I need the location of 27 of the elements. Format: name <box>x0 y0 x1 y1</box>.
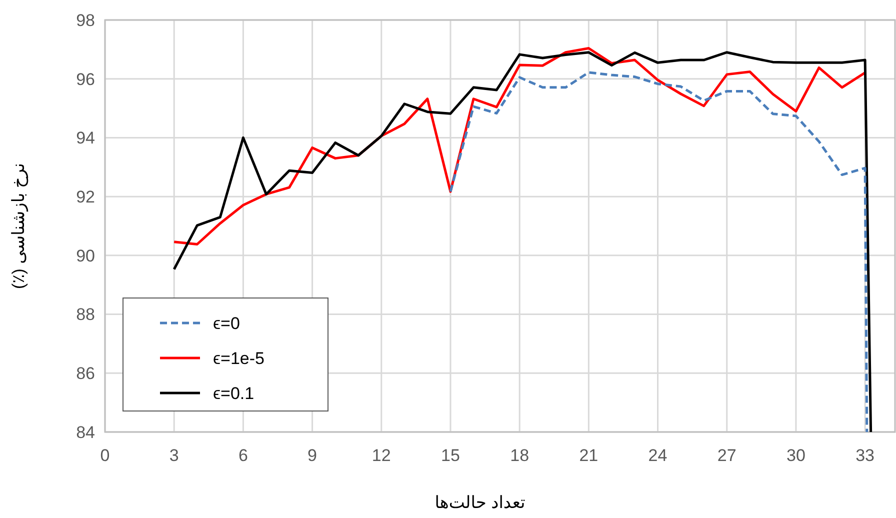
x-tick-label: 3 <box>169 446 179 465</box>
x-tick-label: 18 <box>510 446 530 465</box>
x-tick-label: 12 <box>372 446 391 465</box>
y-tick-label: 96 <box>76 70 95 89</box>
x-tick-label: 30 <box>786 446 806 465</box>
y-tick-label: 84 <box>76 422 95 442</box>
y-tick-label: 94 <box>76 128 95 148</box>
y-tick-label: 90 <box>76 246 95 266</box>
x-tick-label: 0 <box>100 446 110 465</box>
y-tick-label: 86 <box>76 364 95 384</box>
x-axis-title: تعداد حالت‌ها <box>434 493 526 512</box>
legend-label: ϵ=0 <box>213 314 240 333</box>
y-axis-title: نرخ بازشناسی (٪) <box>9 162 29 290</box>
line-series <box>449 71 868 432</box>
x-tick-label: 6 <box>238 446 248 465</box>
x-tick-label: 15 <box>441 446 460 465</box>
legend-label: ϵ=0.1 <box>213 384 254 403</box>
x-tick-label: 24 <box>648 446 668 465</box>
y-tick-label: 98 <box>76 10 95 30</box>
x-tick-label: 9 <box>308 446 318 465</box>
x-tick-label: 27 <box>717 446 736 465</box>
x-tick-label: 21 <box>579 446 598 465</box>
line-series <box>172 51 872 432</box>
legend-label: ϵ=1e-5 <box>213 348 264 368</box>
y-tick-label: 88 <box>76 305 95 324</box>
y-tick-label: 92 <box>76 188 95 207</box>
x-tick-label: 33 <box>856 446 875 465</box>
